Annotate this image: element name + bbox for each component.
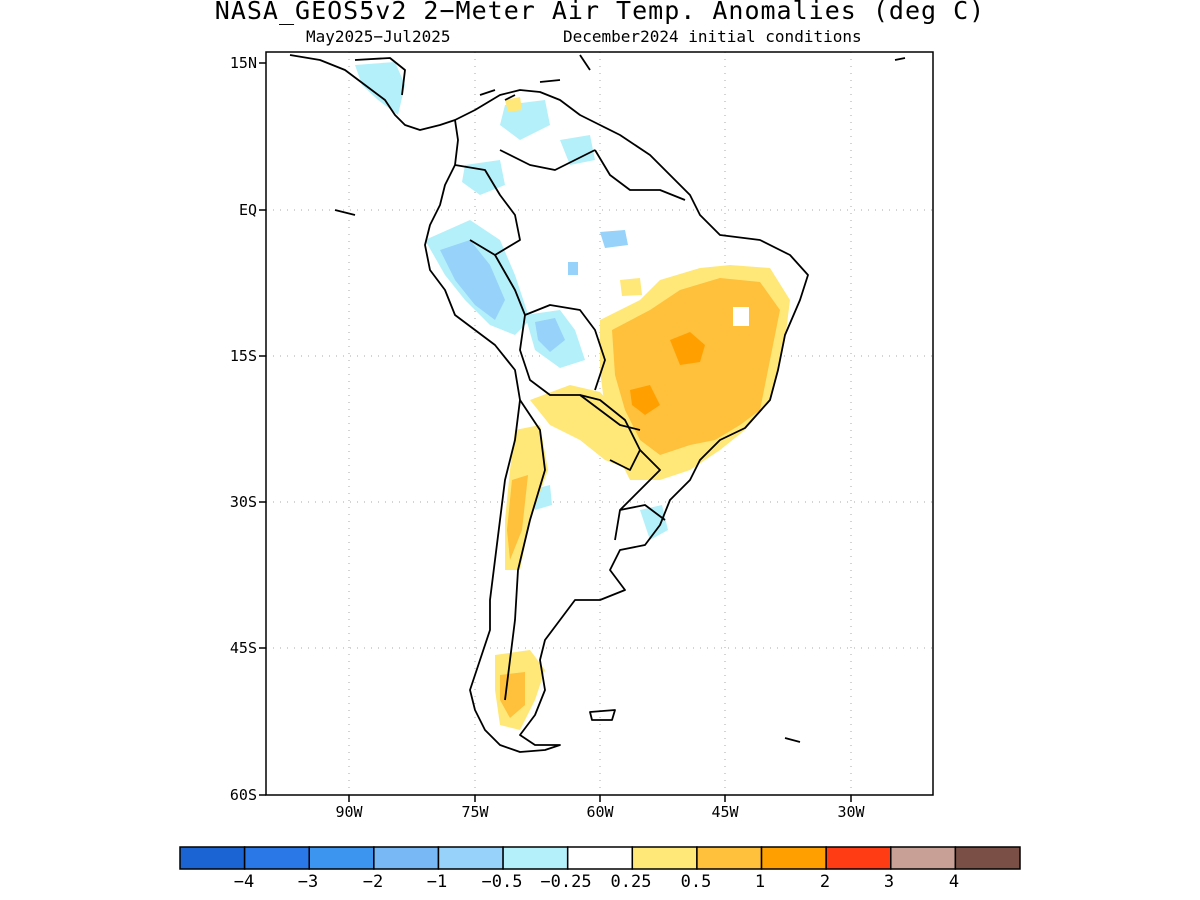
colorbar-label: 0.5 bbox=[680, 872, 712, 892]
colorbar-label: 3 bbox=[883, 872, 895, 892]
border-paraguay bbox=[579, 394, 641, 471]
colorbar-label: −2 bbox=[362, 872, 384, 892]
missing-data-box bbox=[733, 307, 749, 326]
galapagos bbox=[334, 209, 356, 216]
colorbar-swatch bbox=[437, 846, 504, 870]
border-peru-brazil bbox=[494, 254, 606, 391]
lon-label-75w: 75W bbox=[461, 803, 489, 821]
lon-label-30w: 30W bbox=[837, 803, 865, 821]
border-guyana bbox=[594, 149, 686, 201]
colorbar-swatch bbox=[696, 846, 763, 870]
warm-anomaly-venezuela bbox=[505, 97, 522, 112]
colorbar-swatch bbox=[243, 846, 310, 870]
border-uruguay bbox=[619, 504, 666, 521]
colorbar bbox=[179, 846, 1021, 870]
border-chile-argentina bbox=[504, 399, 546, 701]
cool-anomaly-colombia bbox=[462, 160, 505, 195]
warm-anomaly-brazil-peak bbox=[670, 332, 705, 365]
colorbar-swatch bbox=[760, 846, 827, 870]
colorbar-label: −3 bbox=[297, 872, 319, 892]
border-venezuela bbox=[499, 149, 596, 171]
cool-anomaly-bolivia-core bbox=[535, 318, 565, 352]
lat-label-15n: 15N bbox=[229, 54, 257, 72]
cool-anomaly-guiana bbox=[560, 135, 595, 165]
colorbar-swatch bbox=[631, 846, 698, 870]
cool-anomaly-ecuador-peru-core bbox=[440, 240, 505, 320]
south-georgia bbox=[784, 737, 801, 743]
caribbean-islands bbox=[479, 54, 906, 101]
colorbar-label: 4 bbox=[948, 872, 960, 892]
south-america-coastline bbox=[424, 89, 809, 753]
colorbar-label: −0.5 bbox=[481, 872, 523, 892]
cool-anomaly-amazon-2 bbox=[568, 262, 578, 275]
colorbar-swatch bbox=[566, 846, 634, 870]
lon-label-45w: 45W bbox=[711, 803, 739, 821]
border-bolivia bbox=[519, 314, 641, 431]
coastlines-and-borders bbox=[289, 54, 906, 753]
lat-label-60s: 60S bbox=[229, 786, 257, 804]
lat-label-eq: EQ bbox=[238, 201, 257, 219]
colorbar-label: −0.25 bbox=[540, 872, 592, 892]
colorbar-swatch bbox=[825, 846, 892, 870]
axis-ticks bbox=[259, 62, 852, 802]
colorbar-swatch bbox=[890, 846, 957, 870]
warm-anomaly-paraguay bbox=[530, 385, 640, 470]
cool-anomaly-amazon bbox=[600, 230, 628, 248]
colorbar-swatch bbox=[502, 846, 569, 870]
colorbar-label: 1 bbox=[754, 872, 766, 892]
lat-label-45s: 45S bbox=[229, 639, 257, 657]
colorbar-swatch bbox=[308, 846, 375, 870]
warm-anomaly-chile-andes-core bbox=[507, 475, 528, 560]
colorbar-swatch bbox=[179, 846, 246, 870]
colorbar-swatch bbox=[954, 846, 1021, 870]
initial-conditions-subtitle: December2024 initial conditions bbox=[563, 27, 862, 46]
warm-anomaly-brazil-peak-2 bbox=[630, 385, 660, 415]
colorbar-label: −4 bbox=[233, 872, 255, 892]
warm-anomaly-northeast bbox=[620, 278, 642, 296]
lon-label-60w: 60W bbox=[586, 803, 614, 821]
central-america-coastline bbox=[289, 54, 456, 131]
lat-label-30s: 30S bbox=[229, 493, 257, 511]
lon-label-90w: 90W bbox=[335, 803, 363, 821]
cool-anomaly-central-america bbox=[355, 62, 405, 115]
falkland-islands bbox=[589, 709, 616, 721]
cool-anomaly-uruguay bbox=[640, 505, 668, 540]
colorbar-label: 0.25 bbox=[610, 872, 652, 892]
central-america-north bbox=[354, 57, 406, 96]
colorbar-label: 2 bbox=[819, 872, 831, 892]
colorbar-swatch bbox=[373, 846, 440, 870]
border-argentina-brazil bbox=[614, 449, 661, 541]
lat-label-15s: 15S bbox=[229, 347, 257, 365]
colorbar-label: −1 bbox=[426, 872, 448, 892]
map-title: NASA_GEOS5v2 2−Meter Air Temp. Anomalies… bbox=[214, 0, 986, 25]
period-subtitle: May2025−Jul2025 bbox=[306, 27, 451, 46]
